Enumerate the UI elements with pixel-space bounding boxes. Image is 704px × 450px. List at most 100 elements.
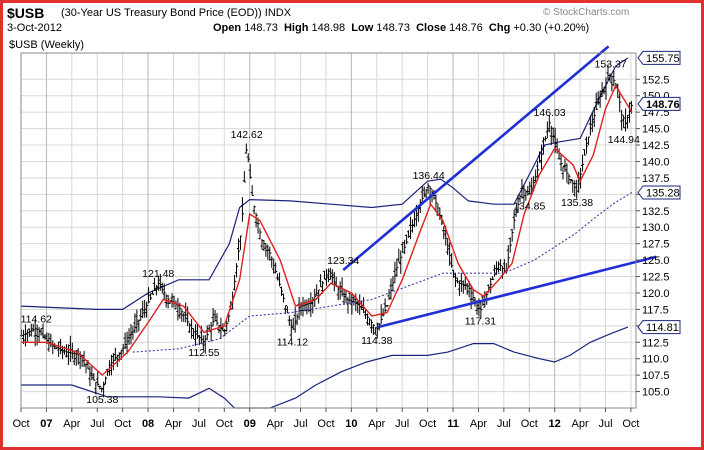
price-bar — [356, 300, 360, 314]
price-bar — [111, 353, 115, 371]
y-tick-label: 132.5 — [642, 206, 670, 218]
price-bar — [141, 300, 145, 319]
price-bar — [55, 346, 59, 350]
price-bar — [489, 277, 493, 294]
lower-band-line — [21, 326, 629, 409]
price-bar — [399, 250, 403, 274]
x-tick-label: Oct — [419, 418, 436, 430]
price-bar — [236, 238, 241, 261]
price-bar — [19, 329, 24, 337]
price-bar — [125, 331, 129, 355]
price-bar — [571, 179, 575, 193]
price-bar — [528, 181, 532, 195]
annotations: 114.62 105.38 121.48 112.55 142.62 114.12 123.… — [21, 59, 640, 406]
price-bar — [197, 334, 202, 346]
price-bar — [109, 354, 114, 376]
price-bar — [604, 77, 608, 100]
price-bar — [492, 264, 497, 277]
price-bar — [150, 290, 155, 295]
price-bars — [19, 64, 634, 398]
y-tick-label: 127.5 — [642, 239, 670, 251]
low-label: Low — [351, 22, 374, 34]
price-bar — [547, 115, 551, 133]
price-bar — [21, 329, 26, 344]
price-bar — [471, 288, 475, 304]
price-tag-box — [637, 50, 681, 65]
chg-value: +0.30 (+0.20%) — [513, 22, 590, 34]
trendlines — [342, 45, 657, 329]
price-bar — [96, 370, 100, 386]
price-bar — [381, 308, 385, 317]
price-bar — [27, 328, 31, 337]
price-tag-box — [637, 320, 681, 335]
price-bar — [590, 112, 594, 133]
price-chart: 105.0107.5110.0112.5115.0117.5120.0122.5… — [12, 45, 681, 430]
price-bar — [148, 293, 153, 301]
short-moving-average — [21, 84, 633, 377]
value-annotation: 146.03 — [534, 107, 566, 119]
y-tick-label: 142.5 — [642, 140, 670, 152]
price-bar — [143, 299, 147, 318]
price-bar — [363, 309, 368, 320]
price-tag-box — [637, 96, 681, 111]
price-bar — [156, 275, 160, 291]
x-tick-label: Jul — [294, 418, 308, 430]
open-label: Open — [213, 22, 242, 34]
ticker-description: (30-Year US Treasury Bond Price (EOD)) I… — [61, 7, 292, 19]
x-tick-label: Apr — [267, 418, 284, 430]
price-bar — [406, 230, 411, 238]
price-bar — [100, 387, 104, 393]
price-bar — [88, 365, 92, 387]
price-bar — [422, 186, 426, 198]
price-bar — [618, 91, 622, 113]
price-bar — [451, 269, 456, 278]
value-annotation: 153.37 — [595, 59, 627, 71]
x-tick-label: Jul — [497, 418, 511, 430]
y-tick-label: 122.5 — [642, 272, 670, 284]
price-bar — [191, 328, 196, 339]
indicator-lines — [21, 84, 633, 377]
price-bar — [522, 185, 526, 204]
axes: 105.0107.5110.0112.5115.0117.5120.0122.5… — [12, 52, 670, 430]
price-bar — [221, 323, 225, 332]
price-bar — [301, 296, 305, 317]
price-bar — [43, 333, 47, 340]
price-bar — [512, 209, 516, 230]
price-bar — [426, 183, 430, 194]
price-bar — [535, 160, 540, 180]
price-bar — [610, 75, 614, 92]
price-bar — [293, 307, 297, 333]
y-tick-label: 137.5 — [642, 173, 670, 185]
price-bar — [291, 317, 295, 330]
price-bar — [461, 280, 465, 294]
price-bar — [49, 333, 53, 348]
price-bar — [543, 136, 548, 142]
price-bar — [225, 320, 229, 332]
price-bar — [520, 178, 524, 199]
price-bar — [248, 163, 252, 179]
price-bar — [272, 258, 276, 274]
price-bar — [98, 385, 102, 390]
price-bar — [371, 324, 375, 335]
price-bar — [612, 70, 616, 87]
price-bar — [25, 329, 29, 343]
x-tick-label: Oct — [12, 418, 29, 430]
x-tick-label: Jul — [192, 418, 206, 430]
price-bar — [324, 269, 329, 286]
price-bar — [389, 278, 393, 300]
price-bar — [465, 283, 469, 295]
price-bar — [23, 324, 28, 347]
price-bar — [39, 328, 43, 336]
price-bar — [620, 109, 624, 131]
price-bar — [256, 217, 260, 234]
y-tick-label: 107.5 — [642, 370, 670, 382]
price-bar — [193, 324, 198, 346]
price-bar — [395, 258, 399, 277]
price-bar — [31, 323, 35, 332]
price-bar — [453, 273, 458, 288]
price-bar — [319, 274, 323, 288]
x-tick-label: 11 — [447, 418, 459, 430]
x-tick-label: 10 — [345, 418, 357, 430]
x-tick-label: Jul — [395, 418, 409, 430]
price-bar — [57, 341, 61, 357]
